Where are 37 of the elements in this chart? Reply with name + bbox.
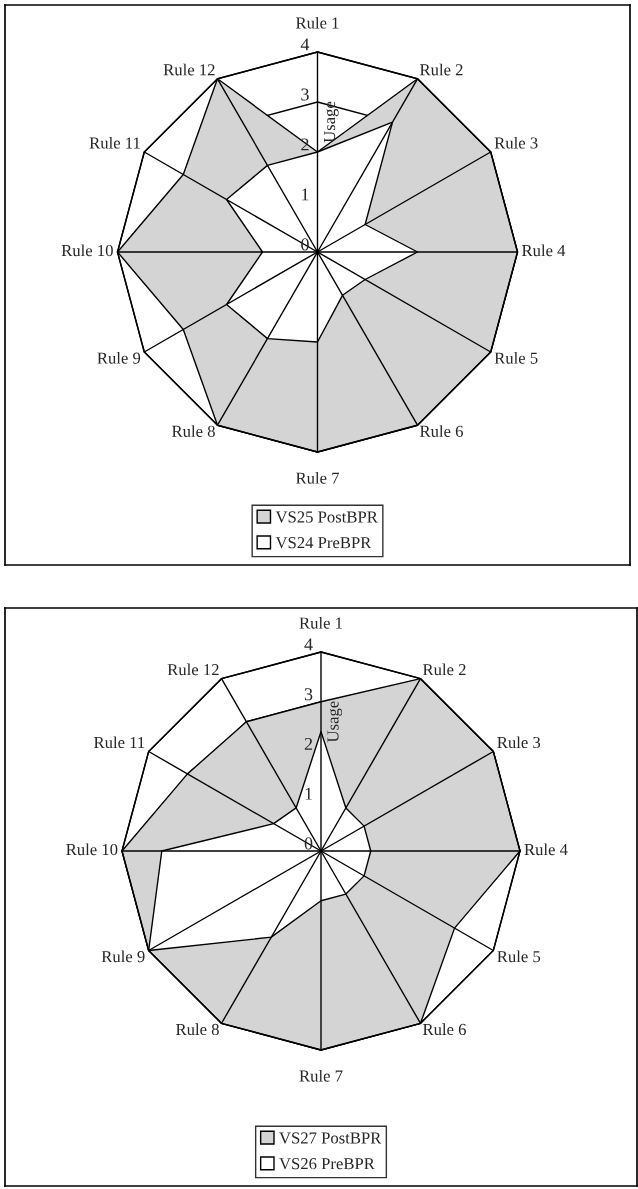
spoke-label: Rule 9 [101,950,145,963]
spoke-label: Rule 2 [422,663,466,676]
spoke-label: Rule 5 [497,950,541,963]
legend-label: VS24 PreBPR [275,537,372,549]
spoke-label: Rule 1 [299,616,342,629]
text: Usage [324,101,339,143]
spoke-label: Rule 7 [299,1069,343,1082]
y-tick-label: 4 [304,638,313,651]
spoke-label: Rule 10 [66,843,118,856]
spoke-label: Rule 4 [521,244,566,257]
text: Usage [327,701,343,743]
spoke-label: Rule 11 [89,136,140,149]
y-tick-label: 1 [302,188,309,201]
spoke-label: Rule 1 [295,16,339,29]
y-tick-label: 1 [305,787,312,800]
spoke-label: Rule 3 [494,136,538,149]
spoke-label: Rule 3 [497,736,541,749]
spoke-label: Rule 5 [494,352,538,364]
spoke-label: Rule 12 [163,63,215,76]
spoke-label: Rule 6 [419,425,463,437]
spoke-label: Rule 6 [422,1023,466,1036]
spoke-label: Rule 11 [94,736,145,749]
legend-label: VS26 PreBPR [279,1158,375,1170]
legend-label: VS27 PostBPR [279,1132,382,1144]
spoke-label: Rule 12 [167,663,219,676]
spoke-label: Rule 10 [61,244,113,257]
legend-label: VS25 PostBPR [275,511,378,523]
spoke-label: Rule 2 [419,63,463,76]
y-tick-label: 3 [301,88,309,101]
y-tick-label: 3 [304,688,313,701]
spoke-label: Rule 8 [172,425,215,437]
spoke-label: Rule 8 [176,1023,219,1036]
spoke-label: Rule 4 [524,843,568,856]
spoke-label: Rule 9 [97,352,141,364]
y-tick-label: 4 [300,38,310,51]
spoke-label: Rule 7 [295,472,340,484]
y-tick-label: 2 [304,737,313,750]
